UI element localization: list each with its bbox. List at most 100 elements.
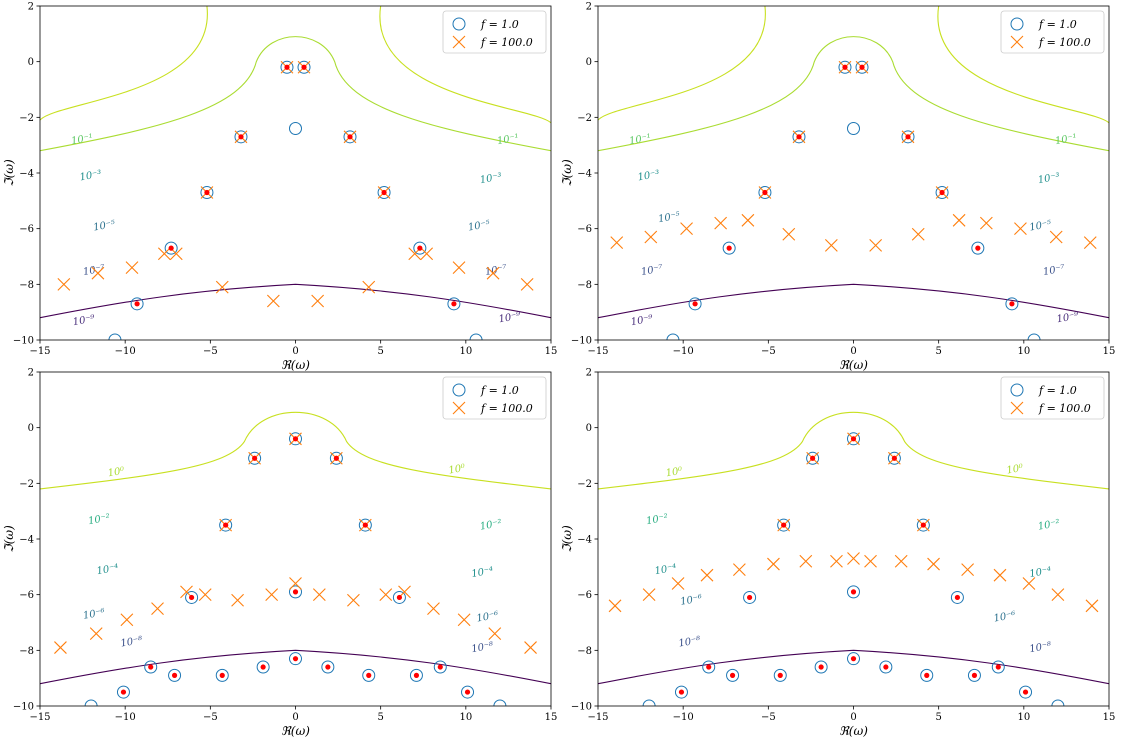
x-marker bbox=[215, 280, 229, 294]
circle-marker bbox=[666, 333, 680, 340]
x-tick-label: 5 bbox=[935, 712, 941, 723]
red-dot-marker bbox=[325, 664, 331, 670]
contour-label: 10⁻⁹ bbox=[630, 314, 654, 329]
y-tick-label: −2 bbox=[577, 113, 592, 124]
x-marker bbox=[671, 577, 685, 590]
red-dot-marker bbox=[464, 689, 471, 695]
contour-label: 10⁻⁶ bbox=[679, 593, 703, 608]
x-marker bbox=[700, 568, 714, 582]
legend-x-icon bbox=[1010, 401, 1024, 415]
circle-marker bbox=[887, 451, 901, 465]
circle-marker bbox=[792, 130, 806, 144]
red-dot-marker bbox=[134, 301, 140, 307]
x-marker bbox=[379, 588, 393, 602]
y-tick-label: −8 bbox=[19, 280, 34, 291]
x-marker bbox=[830, 554, 843, 568]
y-axis-label: ℑ(ω) bbox=[2, 525, 16, 553]
legend-label: f = 100.0 bbox=[1038, 402, 1091, 415]
x-marker bbox=[311, 294, 325, 308]
red-dot-marker bbox=[292, 589, 299, 595]
contour-line bbox=[0, 272, 15, 305]
red-dot-marker bbox=[818, 664, 824, 670]
circle-marker bbox=[200, 185, 214, 199]
red-dot-marker bbox=[924, 672, 930, 678]
plot-area: 10⁻¹ 10⁻¹ 10⁻³ 10⁻³ 10⁻⁵ 10⁻⁵ 10⁻⁷ 10⁻⁷ 10⁻⁹ 10⁻⁹ bbox=[0, 6, 1109, 368]
y-tick-label: 0 bbox=[28, 423, 34, 434]
x-marker bbox=[767, 557, 780, 571]
legend: f = 1.0 f = 100.0 bbox=[1000, 376, 1105, 420]
x-tick-label: 5 bbox=[935, 346, 941, 357]
circle-marker bbox=[447, 297, 461, 311]
red-dot-marker bbox=[292, 436, 299, 442]
contour-line bbox=[0, 678, 15, 719]
x-tick-label: 10 bbox=[459, 346, 472, 357]
x-marker bbox=[644, 230, 658, 244]
circle-marker bbox=[144, 660, 158, 674]
red-dot-marker bbox=[920, 522, 926, 528]
contour-line bbox=[0, 298, 15, 336]
circle-marker bbox=[971, 241, 985, 255]
red-dot-marker bbox=[347, 134, 353, 140]
y-tick-label: −4 bbox=[19, 169, 34, 180]
contour-label: 10⁻⁸ bbox=[120, 635, 144, 650]
x-marker bbox=[231, 593, 244, 607]
circle-marker bbox=[248, 451, 262, 465]
red-dot-marker bbox=[148, 664, 154, 670]
contour-line bbox=[0, 326, 15, 368]
x-tick-label: −5 bbox=[761, 712, 776, 723]
circle-marker bbox=[461, 685, 475, 699]
x-marker bbox=[979, 216, 993, 230]
contour-label: 10⁻¹ bbox=[496, 133, 520, 148]
y-tick-label: −6 bbox=[577, 224, 592, 235]
contour-label: 10⁻⁶ bbox=[993, 610, 1017, 625]
y-axis-label: ℑ(ω) bbox=[560, 159, 574, 187]
red-dot-marker bbox=[223, 522, 229, 528]
contour-label: 10⁻⁵ bbox=[657, 211, 681, 226]
circle-marker bbox=[116, 685, 130, 699]
contour-line bbox=[379, 6, 551, 124]
circle-marker bbox=[1027, 333, 1041, 340]
x-tick-label: −15 bbox=[587, 712, 608, 723]
y-tick-label: 2 bbox=[586, 368, 592, 379]
circle-marker bbox=[289, 432, 302, 446]
circle-marker bbox=[879, 660, 893, 674]
x-marker bbox=[91, 266, 105, 280]
x-marker bbox=[1049, 230, 1063, 244]
x-tick-label: 15 bbox=[1103, 712, 1116, 723]
x-marker bbox=[362, 280, 376, 294]
legend: f = 1.0 f = 100.0 bbox=[442, 376, 547, 420]
red-dot-marker bbox=[437, 664, 443, 670]
x-marker bbox=[741, 213, 755, 227]
circle-marker bbox=[280, 60, 294, 74]
contour-line bbox=[0, 247, 15, 276]
x-axis-label: ℜ(ω) bbox=[281, 724, 310, 738]
red-dot-marker bbox=[1022, 689, 1029, 695]
x-tick-label: 0 bbox=[292, 712, 298, 723]
x-marker bbox=[427, 602, 440, 615]
red-dot-marker bbox=[939, 189, 945, 196]
circle-marker bbox=[950, 590, 964, 604]
x-marker bbox=[847, 552, 860, 565]
circle-marker bbox=[777, 518, 791, 532]
y-tick-label: −10 bbox=[571, 336, 592, 347]
x-marker bbox=[524, 641, 537, 654]
contour-label: 10⁻⁹ bbox=[498, 311, 522, 326]
circle-marker bbox=[130, 297, 144, 311]
x-tick-label: 5 bbox=[377, 712, 383, 723]
contour-label: 10⁰ bbox=[1006, 463, 1024, 477]
circle-marker bbox=[642, 699, 656, 706]
circle-marker bbox=[847, 585, 860, 599]
x-marker bbox=[824, 238, 838, 252]
plot-area: 10⁰ 10⁰ 10⁻² 10⁻² 10⁻⁴ 10⁻⁴ 10⁻⁶ 10⁻⁶ 10⁻⁸ 10⁻⁸ bbox=[40, 411, 551, 706]
y-tick-label: −2 bbox=[577, 479, 592, 490]
x-marker bbox=[782, 227, 796, 241]
y-tick-label: −6 bbox=[19, 224, 34, 235]
y-tick-label: −8 bbox=[577, 646, 592, 657]
red-dot-marker bbox=[366, 672, 372, 678]
contour-line bbox=[0, 192, 15, 218]
x-marker bbox=[125, 261, 139, 275]
circle-marker bbox=[847, 121, 860, 135]
circle-marker bbox=[935, 185, 949, 199]
circle-marker bbox=[377, 185, 391, 199]
circle-marker bbox=[901, 130, 915, 144]
